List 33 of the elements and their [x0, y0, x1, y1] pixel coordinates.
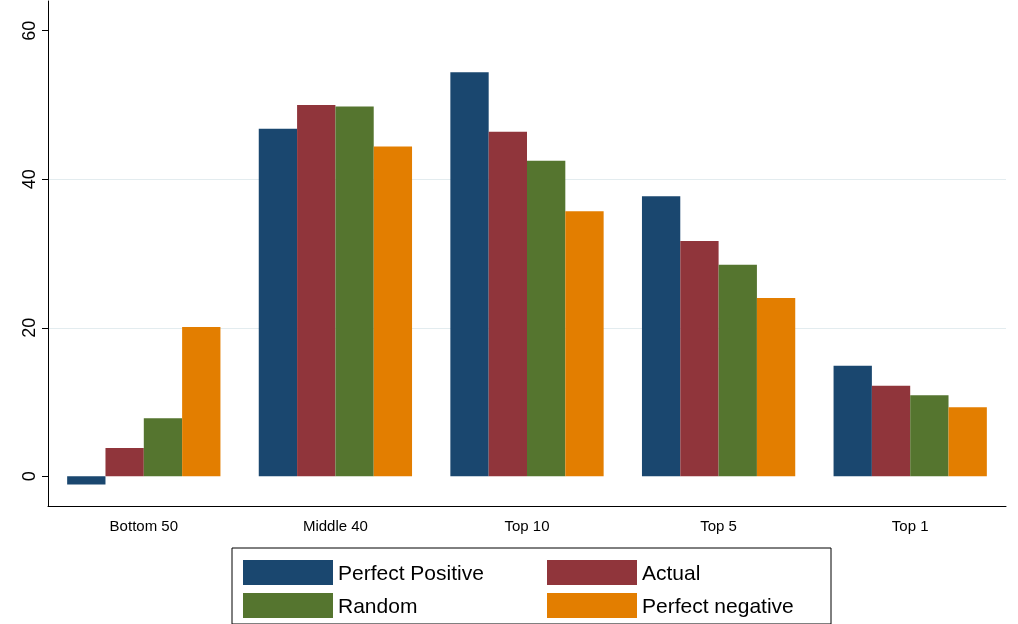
bar [910, 395, 949, 477]
bar [105, 448, 144, 477]
bar [641, 196, 681, 477]
legend-label: Perfect Positive [338, 561, 484, 584]
legend-label: Actual [642, 561, 701, 584]
bar [182, 327, 221, 477]
bar [527, 160, 566, 477]
bar [258, 128, 298, 477]
bar [565, 211, 604, 477]
bar [488, 131, 527, 477]
y-tick-label: 20 [19, 317, 39, 338]
bar [335, 106, 374, 477]
bar [297, 104, 336, 477]
x-tick-label: Top 1 [891, 517, 929, 534]
bar [143, 418, 183, 477]
bar [948, 407, 987, 477]
bar [718, 264, 757, 477]
y-tick-label: 60 [19, 20, 39, 41]
bar [680, 240, 719, 477]
bar [67, 476, 106, 485]
y-tick-label: 0 [19, 471, 39, 482]
legend-label: Perfect negative [642, 594, 794, 617]
bar [756, 298, 796, 477]
x-tick-label: Bottom 50 [109, 517, 178, 534]
x-tick-label: Top 5 [700, 517, 737, 534]
legend-label: Random [338, 594, 418, 617]
bar [450, 72, 489, 477]
bar [373, 146, 413, 477]
x-tick-label: Middle 40 [302, 517, 368, 534]
bar [871, 385, 911, 477]
y-tick-label: 40 [19, 169, 39, 190]
x-tick-label: Top 10 [504, 517, 550, 534]
bar [833, 365, 872, 477]
